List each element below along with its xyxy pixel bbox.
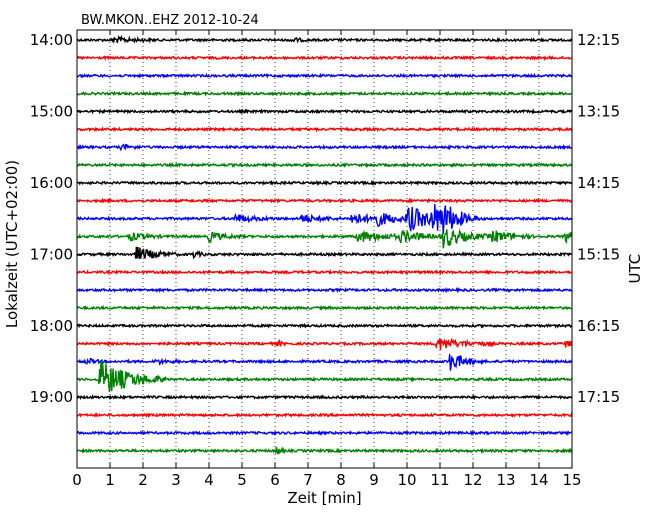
x-tick-label: 1 xyxy=(105,471,115,489)
left-tick-label: 18:00 xyxy=(30,317,73,335)
x-tick-label: 8 xyxy=(336,471,346,489)
left-tick-label: 19:00 xyxy=(30,388,73,406)
x-tick-label: 0 xyxy=(72,471,82,489)
right-tick-label: 17:15 xyxy=(577,388,620,406)
right-tick-label: 12:15 xyxy=(577,31,620,49)
x-tick-label: 7 xyxy=(303,471,313,489)
right-tick-label: 13:15 xyxy=(577,102,620,120)
x-tick-label: 14 xyxy=(529,471,548,489)
right-tick-label: 14:15 xyxy=(577,174,620,192)
x-tick-label: 2 xyxy=(138,471,148,489)
left-tick-label: 16:00 xyxy=(30,174,73,192)
x-axis-label: Zeit [min] xyxy=(287,489,361,507)
x-tick-label: 6 xyxy=(270,471,280,489)
trace-line xyxy=(76,354,573,371)
left-axis-ticks: 14:00 15:00 16:00 17:00 18:00 19:00 xyxy=(30,31,82,406)
y-axis-label-left: Lokalzeit (UTC+02:00) xyxy=(3,160,21,328)
trace-line xyxy=(76,161,572,169)
right-tick-label: 15:15 xyxy=(577,245,620,263)
chart-title: BW.MKON..EHZ 2012-10-24 xyxy=(81,13,259,28)
trace-line xyxy=(76,360,573,393)
trace-line xyxy=(76,337,573,350)
x-tick-label: 13 xyxy=(496,471,515,489)
trace-line xyxy=(77,412,573,419)
trace-layer xyxy=(76,34,573,455)
trace-line xyxy=(76,429,573,437)
x-tick-label: 5 xyxy=(237,471,247,489)
plot-frame xyxy=(76,29,573,469)
trace-line xyxy=(76,108,573,115)
x-tick-label: 10 xyxy=(397,471,416,489)
trace-line xyxy=(76,228,573,249)
trace-line xyxy=(76,126,573,133)
right-tick-label: 16:15 xyxy=(577,317,620,335)
x-tick-label: 11 xyxy=(430,471,449,489)
left-tick-label: 15:00 xyxy=(30,102,73,120)
trace-line xyxy=(76,322,573,329)
trace-line xyxy=(76,72,573,79)
right-axis-ticks: 12:15 13:15 14:15 15:15 16:15 17:15 xyxy=(567,31,620,406)
trace-line xyxy=(77,54,573,62)
trace-line xyxy=(76,90,573,97)
x-tick-label: 3 xyxy=(171,471,181,489)
trace-line xyxy=(76,394,573,401)
left-tick-label: 14:00 xyxy=(30,31,73,49)
grid-lines xyxy=(109,30,540,468)
trace-line xyxy=(76,446,573,455)
left-tick-label: 17:00 xyxy=(30,245,73,263)
trace-line xyxy=(76,179,573,187)
trace-line xyxy=(77,304,573,311)
x-axis-ticks: 0 1 2 3 4 5 6 7 8 9 10 11 12 13 14 15 xyxy=(72,30,582,489)
trace-line xyxy=(76,203,573,234)
trace-line xyxy=(76,286,573,294)
trace-line xyxy=(76,246,573,260)
x-tick-label: 9 xyxy=(369,471,379,489)
x-tick-label: 15 xyxy=(562,471,581,489)
trace-line xyxy=(76,34,572,45)
trace-line xyxy=(76,268,573,276)
trace-line xyxy=(76,197,573,204)
y-axis-label-right: UTC xyxy=(626,254,644,284)
x-tick-label: 12 xyxy=(463,471,482,489)
x-tick-label: 4 xyxy=(204,471,214,489)
trace-line xyxy=(76,143,573,152)
